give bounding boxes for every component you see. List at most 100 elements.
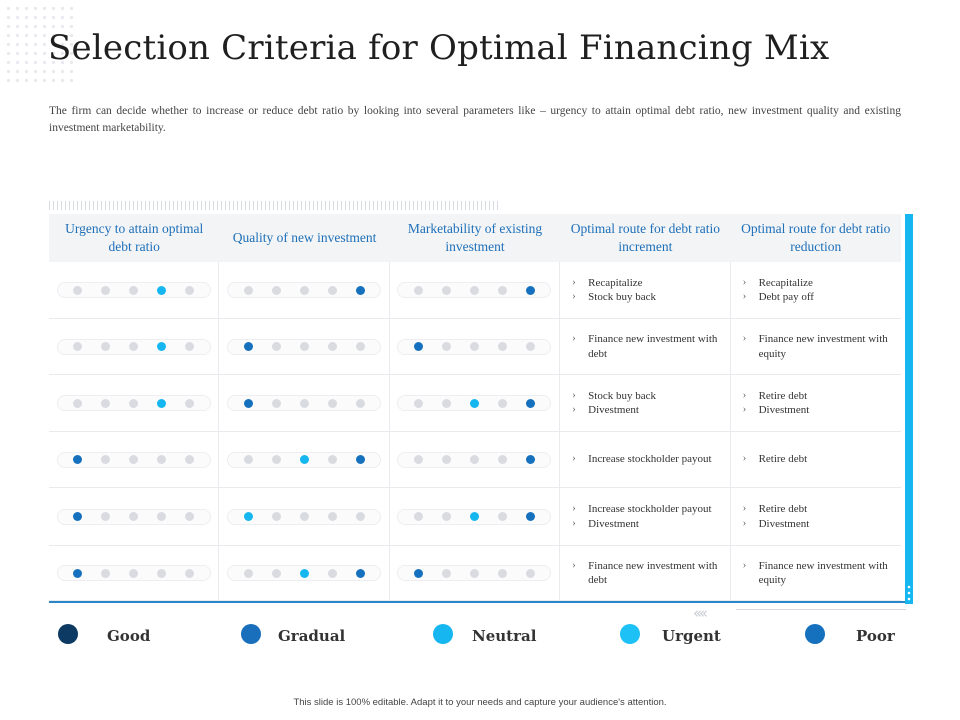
legend-label-good: Good bbox=[107, 627, 151, 645]
marketability-rating-cell bbox=[390, 375, 561, 431]
rating-dot-active bbox=[525, 285, 535, 295]
page-title: Selection Criteria for Optimal Financing… bbox=[48, 28, 830, 68]
rating-dot-active bbox=[525, 398, 535, 408]
rating-dot bbox=[299, 285, 309, 295]
rating-scale bbox=[227, 338, 382, 355]
legend-swatch bbox=[58, 624, 78, 644]
rating-dot bbox=[441, 512, 451, 521]
rating-scale bbox=[56, 508, 211, 525]
increment-route-cell: Increase stockholder payoutDivestment bbox=[560, 488, 731, 545]
route-list: Retire debtDivestment bbox=[741, 501, 810, 531]
rating-dot bbox=[413, 512, 423, 521]
description-text: The firm can decide whether to increase … bbox=[49, 105, 901, 134]
rating-dot bbox=[497, 455, 507, 464]
accent-bar-dots bbox=[906, 584, 912, 602]
table-row: RecapitalizeStock buy back RecapitalizeDe… bbox=[49, 262, 901, 319]
rating-dot bbox=[469, 455, 479, 464]
marketability-rating-cell bbox=[390, 319, 561, 374]
rating-dot-active bbox=[73, 455, 83, 464]
table-row: Stock buy backDivestment Retire debt Dives… bbox=[49, 375, 901, 432]
rating-dot-active bbox=[469, 398, 479, 408]
increment-route-cell: Finance new investment with debt bbox=[560, 319, 731, 374]
rating-dot bbox=[497, 342, 507, 351]
rating-dot bbox=[101, 398, 111, 408]
route-item: Divestment bbox=[570, 402, 656, 418]
rating-dot bbox=[185, 285, 195, 295]
rating-dot bbox=[469, 285, 479, 295]
rating-dot bbox=[101, 285, 111, 295]
legend-dot-good bbox=[58, 624, 78, 644]
rating-dot bbox=[355, 398, 365, 408]
quality-rating-cell bbox=[219, 488, 390, 545]
route-list: Stock buy backDivestment bbox=[570, 388, 656, 418]
rating-dot bbox=[157, 512, 167, 521]
rating-dot bbox=[271, 398, 281, 408]
header-reduction-route: Optimal route for debt ratio reduction bbox=[741, 221, 891, 254]
rating-scale bbox=[56, 395, 211, 411]
route-item: Retire debt bbox=[741, 388, 810, 404]
quality-rating-cell bbox=[219, 319, 390, 374]
route-item: Increase stockholder payout bbox=[570, 501, 711, 517]
route-list: RecapitalizeDebt pay off bbox=[741, 275, 814, 305]
rating-dot-active bbox=[413, 342, 423, 351]
route-list: Finance new investment with debt bbox=[570, 558, 718, 588]
urgency-rating-cell bbox=[49, 375, 220, 431]
header-urgency: Urgency to attain optimal debt ratio bbox=[65, 221, 204, 254]
table-row: Increase stockholder payout Retire debt bbox=[49, 432, 901, 488]
legend-label-neutral: Neutral bbox=[472, 627, 537, 645]
quality-rating-cell bbox=[219, 375, 390, 431]
rating-dot-active bbox=[299, 455, 309, 464]
reduction-route-cell: Retire debt bbox=[731, 432, 901, 487]
rating-dot bbox=[441, 398, 451, 408]
rating-dot bbox=[129, 398, 139, 408]
table-header: Urgency to attain optimal debt ratio Qua… bbox=[49, 214, 901, 262]
criteria-table: Urgency to attain optimal debt ratio Qua… bbox=[49, 214, 901, 601]
route-item: Stock buy back bbox=[570, 388, 656, 404]
route-item: Recapitalize bbox=[570, 275, 656, 291]
rating-dot bbox=[469, 342, 479, 351]
footer-note: This slide is 100% editable. Adapt it to… bbox=[293, 697, 667, 708]
rating-dot bbox=[469, 568, 479, 578]
rating-dot-active bbox=[157, 342, 167, 351]
rating-dot-active bbox=[469, 512, 479, 521]
rating-dot bbox=[157, 455, 167, 464]
rating-dot bbox=[129, 342, 139, 351]
rating-scale bbox=[227, 565, 382, 581]
legend-dot-urgent bbox=[620, 624, 640, 644]
rating-dot bbox=[73, 285, 83, 295]
route-list: Increase stockholder payout bbox=[570, 451, 711, 467]
rating-dot-active bbox=[355, 455, 365, 464]
rating-dot bbox=[73, 342, 83, 351]
rating-dot-active bbox=[413, 568, 423, 578]
rating-dot-active bbox=[243, 512, 253, 521]
table-bottom-rule bbox=[49, 601, 905, 603]
route-item: Finance new investment with debt bbox=[570, 331, 718, 361]
rating-scale bbox=[227, 395, 382, 411]
rating-dot-active bbox=[73, 512, 83, 521]
route-item: Divestment bbox=[570, 516, 711, 532]
rating-dot bbox=[299, 398, 309, 408]
rating-dot bbox=[525, 342, 535, 351]
legend-label-poor: Poor bbox=[856, 627, 895, 645]
rating-dot bbox=[413, 285, 423, 295]
rating-scale bbox=[227, 508, 382, 525]
rating-dot bbox=[497, 398, 507, 408]
route-item: Finance new investment with equity bbox=[741, 558, 899, 588]
increment-route-cell: Increase stockholder payout bbox=[560, 432, 731, 487]
rating-scale bbox=[397, 508, 552, 525]
rating-dot bbox=[327, 512, 337, 521]
legend-swatch bbox=[620, 624, 640, 644]
rating-scale bbox=[56, 565, 211, 581]
rating-dot bbox=[129, 455, 139, 464]
increment-route-cell: Finance new investment with debt bbox=[560, 546, 731, 600]
rating-dot bbox=[355, 512, 365, 521]
route-item: Finance new investment with equity bbox=[741, 331, 899, 361]
legend-dot-neutral bbox=[433, 624, 453, 644]
legend-swatch bbox=[805, 624, 825, 644]
rating-dot bbox=[413, 398, 423, 408]
urgency-rating-cell bbox=[49, 262, 220, 318]
chevrons-icon: ‹‹‹‹ bbox=[693, 604, 708, 622]
reduction-route-cell: Finance new investment with equity bbox=[731, 319, 901, 374]
route-list: RecapitalizeStock buy back bbox=[570, 275, 656, 305]
rating-scale bbox=[397, 565, 552, 581]
